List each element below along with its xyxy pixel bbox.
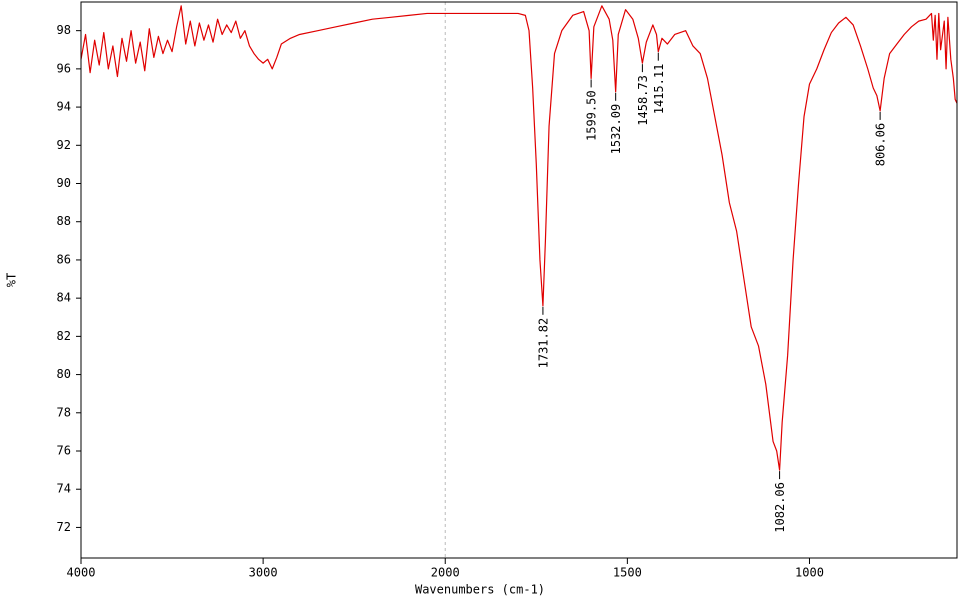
y-tick-label: 96 — [57, 61, 71, 75]
y-tick-label: 90 — [57, 176, 71, 190]
y-tick-label: 78 — [57, 405, 71, 419]
peak-label: 1082.06 — [773, 482, 787, 533]
spectrum-line — [80, 5, 958, 471]
peak-label: 1599.50 — [585, 90, 599, 141]
x-tick-label: 2000 — [431, 566, 460, 580]
y-tick-label: 94 — [57, 100, 71, 114]
x-tick-label: 4000 — [67, 566, 96, 580]
y-tick-label: 88 — [57, 214, 71, 228]
x-axis-label: Wavenumbers (cm-1) — [415, 583, 545, 597]
y-tick-label: 98 — [57, 23, 71, 37]
y-tick-label: 84 — [57, 291, 71, 305]
x-tick-label: 1000 — [795, 566, 824, 580]
y-tick-label: 86 — [57, 252, 71, 266]
peak-label: 1731.82 — [536, 318, 550, 369]
y-tick-label: 76 — [57, 444, 71, 458]
y-tick-label: 72 — [57, 520, 71, 534]
plot-frame — [80, 1, 958, 559]
y-tick-label: 82 — [57, 329, 71, 343]
y-tick-label: 80 — [57, 367, 71, 381]
peak-label: 1458.73 — [636, 75, 650, 126]
peak-label: 806.06 — [874, 123, 888, 166]
x-tick-label: 3000 — [249, 566, 278, 580]
peak-label: 1532.09 — [609, 104, 623, 155]
y-axis-label: %T — [5, 273, 19, 287]
y-tick-label: 74 — [57, 482, 71, 496]
x-tick-label: 1500 — [613, 566, 642, 580]
peak-label: 1415.11 — [652, 64, 666, 115]
y-tick-label: 92 — [57, 138, 71, 152]
